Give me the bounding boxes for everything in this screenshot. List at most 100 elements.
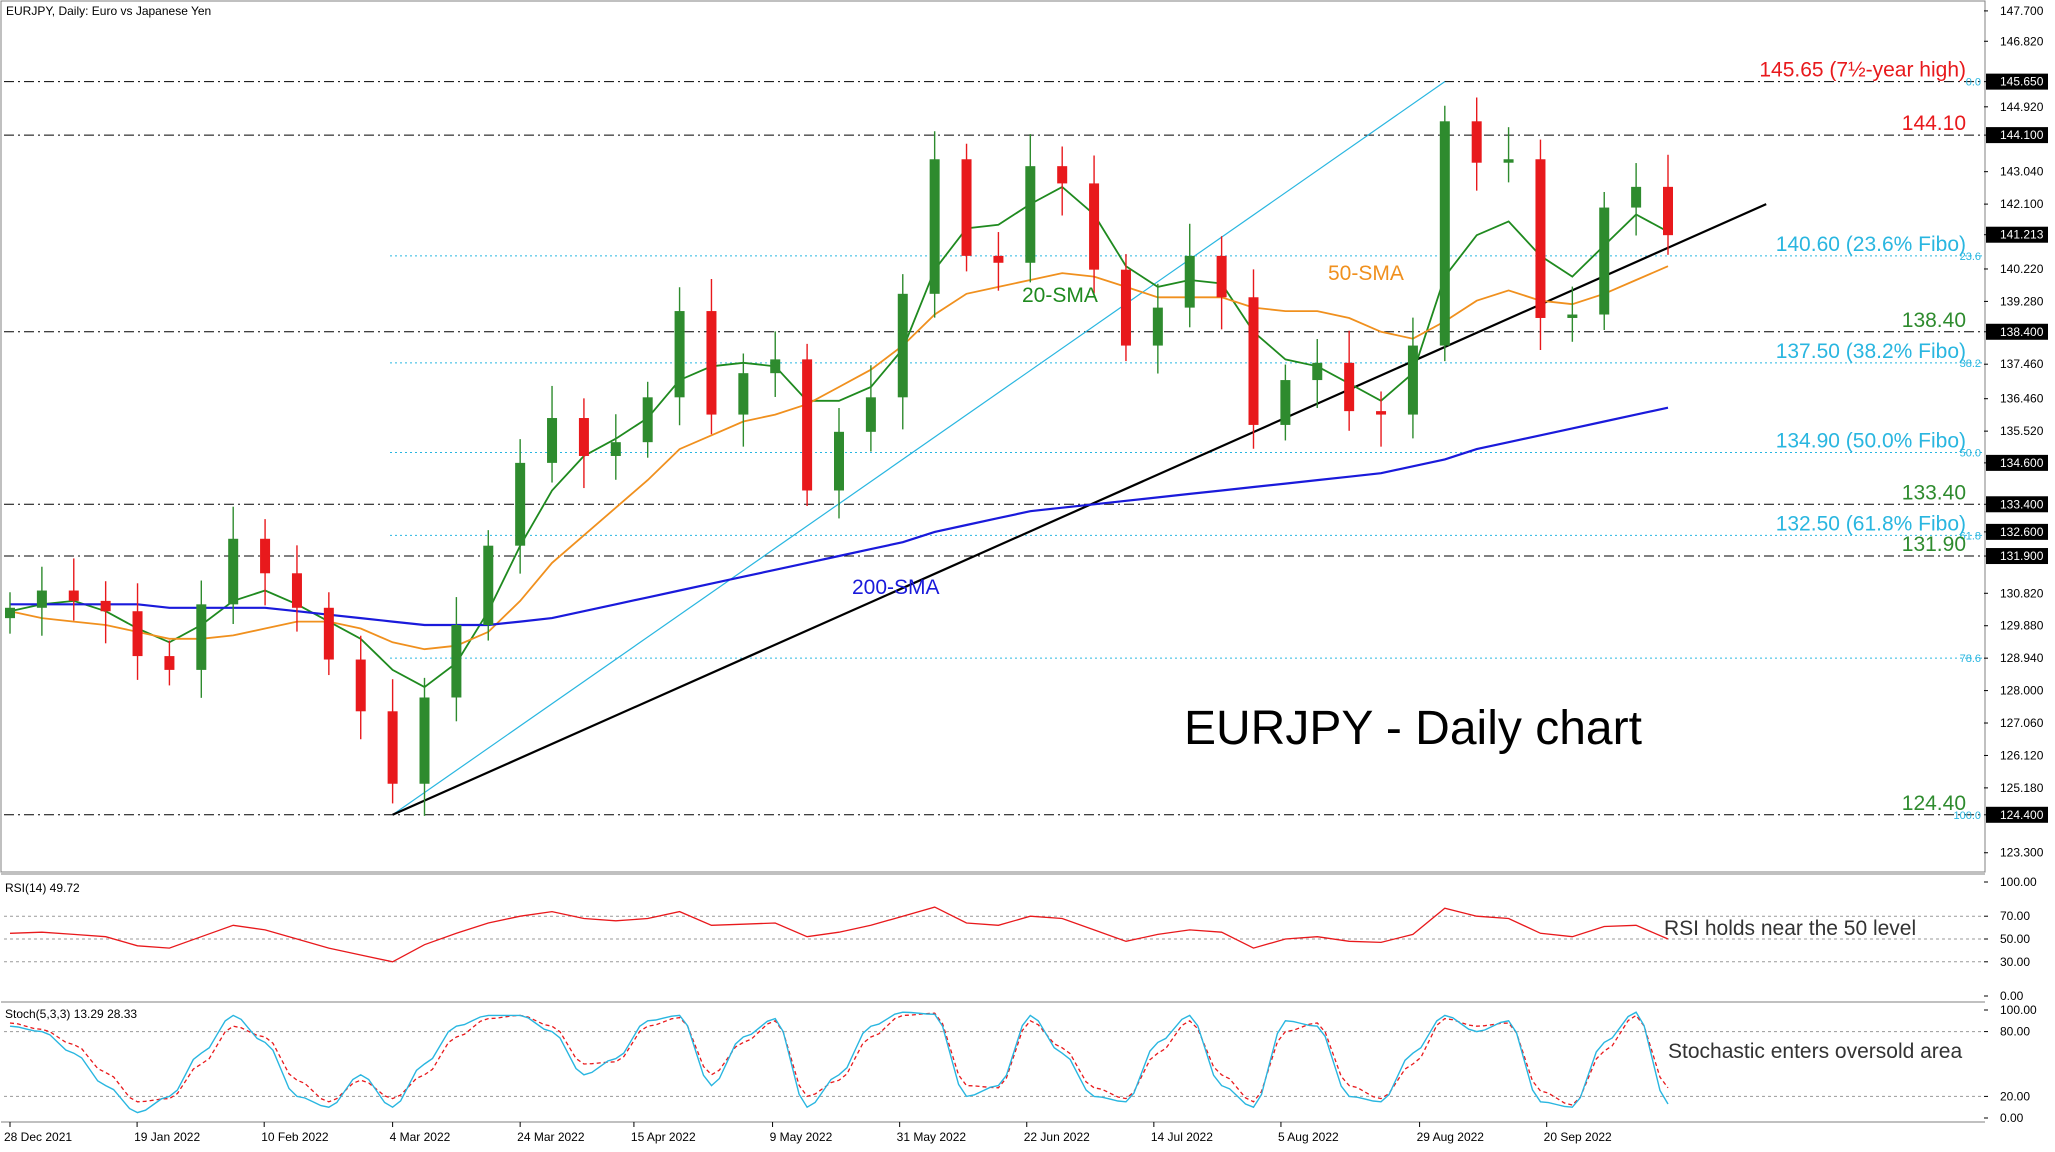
price-tag-3: 138.400 [2000,325,2044,339]
price-tag-box-1 [1986,127,2048,144]
candle-body-2 [68,590,79,601]
candle-body-8 [260,538,271,574]
level-label-8: 131.90 [1902,533,1966,556]
fib-tag-4: 61.8 [1960,530,1981,542]
candle-body-32 [1025,166,1036,263]
candlesticks [5,97,1673,816]
price-tag-8: 124.400 [2000,808,2044,822]
candle-body-18 [578,418,589,456]
candle-body-45 [1439,121,1450,346]
candle-body-26 [834,431,844,491]
sma200-label: 200-SMA [852,576,940,599]
candle-body-3 [100,600,111,612]
price-tick-label-22: 127.060 [2000,716,2044,730]
chart-title: EURJPY, Daily: Euro vs Japanese Yen [6,4,211,18]
stoch-tick-label-3: 0.00 [2000,1111,2024,1125]
candle-body-0 [5,607,15,619]
candle-body-10 [323,607,334,660]
sma20-line [9,185,1669,689]
price-tick-label-3: 144.920 [2000,100,2044,114]
candle-body-20 [642,397,653,443]
fib-tag-2: 38.2 [1960,358,1981,370]
candle-body-33 [1057,166,1068,184]
candle-body-1 [36,590,47,608]
time-tick-label-3: 4 Mar 2022 [390,1130,451,1144]
price-tag-5: 133.400 [2000,497,2044,511]
candle-body-24 [770,359,781,374]
chart-headline: EURJPY - Daily chart [1184,702,1642,755]
candle-body-36 [1152,307,1163,346]
level-labels: 145.65 (7½-year high) 144.10 140.60 (23.6%… [1759,59,1966,815]
fib-tag-5: 78.6 [1960,653,1981,665]
time-tick-label-6: 9 May 2022 [770,1130,833,1144]
price-tag-box-3 [1986,323,2048,340]
candle-body-31 [993,255,1004,263]
candle-body-48 [1535,159,1546,318]
price-tick-label-19: 129.880 [2000,619,2044,633]
rsi-title: RSI(14) 49.72 [5,881,80,895]
time-tick-label-4: 24 Mar 2022 [517,1130,585,1144]
level-label-3: 138.40 [1902,309,1966,332]
price-tick-label-5: 143.040 [2000,165,2044,179]
candle-body-37 [1184,255,1195,308]
stoch-note: Stochastic enters oversold area [1668,1040,1962,1063]
candle-body-19 [610,442,621,456]
rsi-panel: 100.00 70.00 50.00 30.00 0.00 [4,875,2037,1003]
time-tick-label-5: 15 Apr 2022 [631,1130,696,1144]
time-tick-label-2: 10 Feb 2022 [261,1130,329,1144]
candle-body-34 [1089,183,1100,270]
candle-body-38 [1216,255,1227,298]
time-tick-label-12: 20 Sep 2022 [1544,1130,1612,1144]
price-tick-label-18: 130.820 [2000,586,2044,600]
stoch-tick-label-1: 80.00 [2000,1025,2030,1039]
candle-body-46 [1471,121,1482,163]
stoch-panel: 100.00 80.00 20.00 0.00 [4,1003,2037,1125]
price-tick-label-20: 128.940 [2000,651,2044,665]
time-tick-label-10: 5 Aug 2022 [1278,1130,1339,1144]
candle-body-15 [483,545,494,626]
time-tick-label-7: 31 May 2022 [897,1130,967,1144]
candle-body-29 [929,159,940,294]
main-frame [0,0,1986,873]
candle-body-39 [1248,297,1259,425]
price-tag-0: 145.650 [2000,75,2044,89]
price-tick-label-0: 147.700 [2000,4,2044,18]
stoch-title: Stoch(5,3,3) 13.29 28.33 [5,1007,137,1021]
candle-body-16 [515,462,526,546]
price-tag-box-8 [1986,806,2048,823]
candle-body-28 [897,293,908,398]
fib-tag-1: 23.6 [1960,251,1981,263]
sma50-label: 50-SMA [1328,262,1404,285]
candle-body-4 [132,611,143,657]
candle-body-40 [1280,380,1291,425]
rsi-tick-label-3: 30.00 [2000,955,2030,969]
level-label-10: 124.40 [1902,792,1966,815]
price-tick-label-9: 139.280 [2000,294,2044,308]
time-tick-label-11: 29 Aug 2022 [1417,1130,1485,1144]
price-tick-label-21: 128.000 [2000,684,2044,698]
moving-averages [9,185,1669,689]
price-tag-box-2 [1986,226,2048,243]
price-tag-4: 134.600 [2000,456,2044,470]
price-tick-label-12: 136.460 [2000,392,2044,406]
candle-body-35 [1120,269,1131,346]
candle-body-7 [228,538,239,605]
price-tag-7: 131.900 [2000,549,2044,563]
candle-body-50 [1599,207,1610,315]
candle-body-49 [1567,314,1578,318]
price-tag-1: 144.100 [2000,128,2044,142]
rsi-note: RSI holds near the 50 level [1664,917,1916,940]
fib-tag-6: 100.0 [1953,810,1981,822]
time-tick-label-0: 28 Dec 2021 [4,1130,72,1144]
price-tag-box-6 [1986,523,2048,540]
candle-body-47 [1503,159,1514,163]
fib-diagonal-line [392,81,1446,816]
time-axis: 28 Dec 2021 19 Jan 2022 10 Feb 2022 4 Mar 2… [4,1122,1612,1144]
candle-body-25 [802,359,813,491]
sma200-line [10,406,1669,627]
price-tags: 145.650 144.100 141.213 138.400 134.600 133.4… [1986,73,2048,823]
level-label-0: 145.65 (7½-year high) [1759,59,1966,82]
rsi-tick-label-2: 50.00 [2000,932,2030,946]
